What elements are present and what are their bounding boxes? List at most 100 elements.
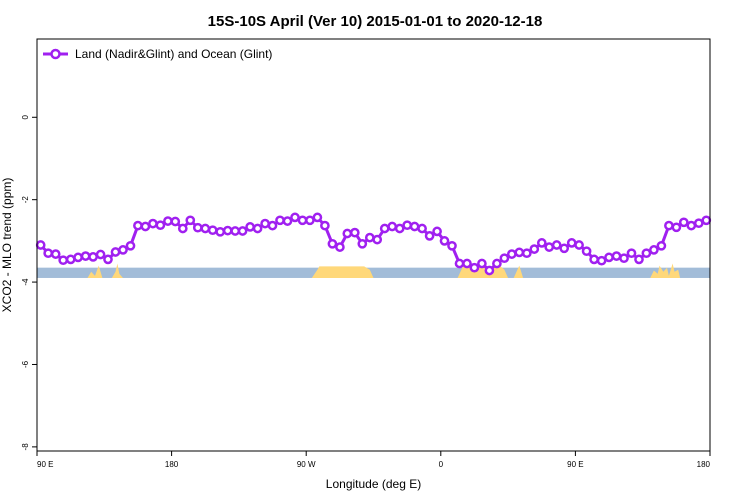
land-region-5 xyxy=(650,263,681,278)
land-region-0 xyxy=(87,265,105,278)
land-region-1 xyxy=(111,263,123,278)
data-point xyxy=(297,215,308,226)
data-point xyxy=(521,248,532,259)
data-point xyxy=(80,251,91,261)
data-point xyxy=(566,238,577,248)
data-point xyxy=(177,223,188,234)
data-point xyxy=(544,242,555,252)
data-point xyxy=(499,253,510,264)
data-point xyxy=(364,232,375,243)
y-axis: 0 -2 -4 -6 -8 xyxy=(21,115,37,451)
data-point xyxy=(439,236,450,246)
x-tick-label: 90 E xyxy=(567,460,583,469)
data-point xyxy=(290,212,300,223)
data-point xyxy=(125,240,136,251)
data-point xyxy=(379,223,390,234)
data-point xyxy=(305,215,315,226)
data-point xyxy=(342,228,353,239)
data-point xyxy=(282,216,293,226)
data-point xyxy=(118,245,128,255)
data-point xyxy=(641,248,652,259)
data-point xyxy=(267,220,278,231)
data-point xyxy=(215,226,226,237)
x-tick-label: 90 E xyxy=(37,460,53,469)
data-point xyxy=(589,254,599,265)
data-point xyxy=(678,217,689,228)
data-point xyxy=(619,253,629,264)
x-tick-label: 180 xyxy=(165,460,179,469)
data-point xyxy=(133,220,143,231)
data-point xyxy=(35,240,46,250)
y-tick-label: -4 xyxy=(21,278,30,286)
x-axis-label: Longitude (deg E) xyxy=(326,477,421,491)
y-tick-label: -6 xyxy=(21,360,30,368)
legend: Land (Nadir&Glint) and Ocean (Glint) xyxy=(43,47,272,61)
data-point xyxy=(88,252,98,262)
y-tick-label: -8 xyxy=(21,443,30,451)
legend-label: Land (Nadir&Glint) and Ocean (Glint) xyxy=(75,47,272,61)
data-point xyxy=(649,245,659,255)
y-axis-label: XCO2 - MLO trend (ppm) xyxy=(0,178,14,313)
data-point xyxy=(372,234,383,245)
data-point xyxy=(275,215,285,226)
data-point xyxy=(320,220,330,231)
data-point xyxy=(73,252,83,263)
data-point xyxy=(155,220,166,231)
data-point xyxy=(551,240,562,250)
data-point xyxy=(506,249,517,259)
data-point xyxy=(536,238,547,248)
data-point xyxy=(492,258,502,269)
plot-area xyxy=(35,212,712,278)
data-point xyxy=(686,220,697,231)
data-point xyxy=(469,262,480,273)
ocean-band xyxy=(37,267,710,278)
data-point xyxy=(103,254,113,265)
data-point xyxy=(484,265,495,276)
legend-marker-swatch xyxy=(50,48,61,60)
land-region-4 xyxy=(513,265,524,278)
data-point xyxy=(192,222,203,233)
data-point xyxy=(357,238,368,249)
data-point xyxy=(447,240,457,251)
data-point xyxy=(604,252,614,263)
data-point xyxy=(417,223,427,234)
data-point xyxy=(559,243,570,254)
data-point xyxy=(574,240,584,250)
data-point xyxy=(65,254,76,265)
data-point xyxy=(529,244,540,254)
data-point xyxy=(402,220,413,231)
data-point xyxy=(43,248,54,259)
data-point xyxy=(424,231,435,241)
data-point xyxy=(252,223,263,234)
data-point xyxy=(200,223,211,234)
data-point xyxy=(394,223,405,234)
data-point xyxy=(260,218,270,229)
data-point xyxy=(626,248,637,259)
data-point xyxy=(454,258,465,269)
x-tick-label: 180 xyxy=(697,460,711,469)
data-point xyxy=(387,221,398,232)
data-point xyxy=(222,225,233,236)
data-point xyxy=(634,254,644,265)
data-point xyxy=(327,238,338,249)
data-point xyxy=(148,218,158,229)
data-point xyxy=(611,251,622,261)
data-point xyxy=(349,227,360,238)
data-point xyxy=(335,242,345,252)
data-point xyxy=(477,258,487,269)
data-point xyxy=(596,255,607,266)
chart-title: 15S-10S April (Ver 10) 2015-01-01 to 202… xyxy=(208,13,543,30)
x-tick-label: 0 xyxy=(439,460,444,469)
data-point xyxy=(163,216,173,226)
data-point xyxy=(581,246,592,257)
data-point xyxy=(514,247,525,258)
data-point xyxy=(693,218,704,229)
data-point xyxy=(462,258,472,269)
data-point xyxy=(656,240,667,251)
data-point xyxy=(237,226,248,236)
data-point xyxy=(409,221,420,232)
y-tick-label: -2 xyxy=(21,196,30,204)
land-region-2 xyxy=(311,266,374,278)
data-point xyxy=(185,215,196,226)
